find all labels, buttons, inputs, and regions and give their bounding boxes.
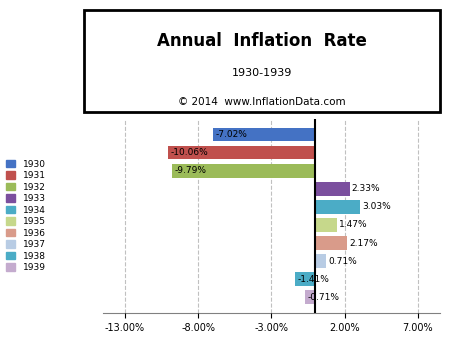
Text: -0.71%: -0.71% bbox=[308, 293, 340, 302]
Text: 3.03%: 3.03% bbox=[362, 202, 391, 211]
Text: -7.02%: -7.02% bbox=[215, 130, 248, 139]
Text: © 2014  www.InflationData.com: © 2014 www.InflationData.com bbox=[178, 97, 346, 107]
Bar bbox=[168, 146, 315, 159]
Text: 1930-1939: 1930-1939 bbox=[232, 68, 292, 79]
Text: 0.71%: 0.71% bbox=[328, 257, 357, 266]
Bar bbox=[172, 164, 315, 177]
Bar bbox=[315, 200, 360, 214]
Text: Annual  Inflation  Rate: Annual Inflation Rate bbox=[157, 32, 367, 50]
Bar bbox=[305, 290, 315, 304]
Text: 1.47%: 1.47% bbox=[339, 220, 368, 230]
Legend: 1930, 1931, 1932, 1933, 1934, 1935, 1936, 1937, 1938, 1939: 1930, 1931, 1932, 1933, 1934, 1935, 1936… bbox=[7, 159, 46, 272]
FancyBboxPatch shape bbox=[84, 10, 440, 112]
Bar bbox=[295, 272, 315, 286]
Bar bbox=[315, 182, 350, 195]
Text: -10.06%: -10.06% bbox=[171, 148, 209, 157]
Bar bbox=[212, 128, 315, 141]
Text: -1.41%: -1.41% bbox=[298, 275, 329, 284]
Bar bbox=[315, 254, 326, 268]
Text: 2.33%: 2.33% bbox=[352, 184, 380, 193]
Text: 2.17%: 2.17% bbox=[350, 238, 378, 248]
Bar bbox=[315, 236, 347, 250]
Text: -9.79%: -9.79% bbox=[175, 166, 207, 175]
Bar bbox=[315, 218, 337, 232]
